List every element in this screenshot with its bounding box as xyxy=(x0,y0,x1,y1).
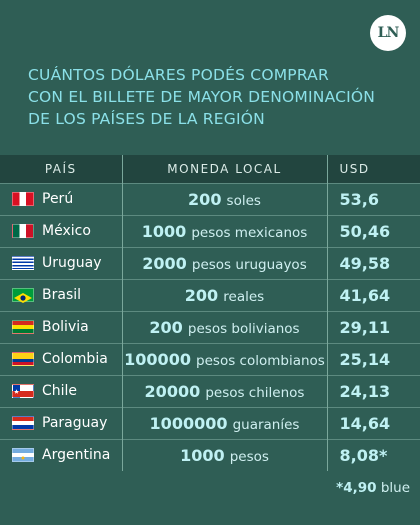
usd-cell: 49,58 xyxy=(327,246,420,279)
country-name: Chile xyxy=(42,383,78,399)
paraguay-flag-icon xyxy=(12,416,34,430)
la-nacion-logo: LN xyxy=(370,15,406,51)
footnote-label: blue xyxy=(380,480,410,496)
usd-value: 50,46 xyxy=(339,221,391,241)
country-name: Bolivia xyxy=(42,319,89,335)
banknote-amount: 100000 xyxy=(124,349,191,369)
currency-unit: pesos chilenos xyxy=(205,384,305,401)
banknote-amount: 1000 xyxy=(141,221,187,241)
table-row: Argentina 1000 pesos 8,08* xyxy=(0,438,420,471)
currency-unit: pesos bolivianos xyxy=(187,320,300,337)
usd-value: 25,14 xyxy=(339,349,391,369)
country-cell: Uruguay xyxy=(0,246,123,279)
usd-cell: 14,64 xyxy=(327,406,420,439)
table-row: Uruguay 2000 pesos uruguayos 49,58 xyxy=(0,246,420,279)
table-row: Paraguay 1000000 guaraníes 14,64 xyxy=(0,406,420,439)
title-line-1: CUÁNTOS DÓLARES PODÉS COMPRAR xyxy=(28,66,329,84)
country-name: Argentina xyxy=(42,447,111,464)
country-cell: Bolivia xyxy=(0,310,123,343)
country-name: Brasil xyxy=(42,287,82,303)
argentina-flag-icon xyxy=(12,448,34,463)
table-row: Bolivia 200 pesos bolivianos 29,11 xyxy=(0,310,420,343)
local-currency-cell: 100000 pesos colombianos xyxy=(122,342,328,375)
header-local-currency: MONEDA LOCAL xyxy=(122,155,328,183)
local-currency-cell: 1000000 guaraníes xyxy=(122,406,328,439)
banknote-amount: 200 xyxy=(184,285,219,305)
country-cell: Argentina xyxy=(0,438,123,471)
local-currency-cell: 1000 pesos mexicanos xyxy=(122,214,328,247)
usd-value: 41,64 xyxy=(339,285,391,305)
local-currency-cell: 1000 pesos xyxy=(122,438,328,471)
colombia-flag-icon xyxy=(12,352,34,366)
table-row: México 1000 pesos mexicanos 50,46 xyxy=(0,214,420,247)
bolivia-flag-icon xyxy=(12,320,34,334)
table-row: Colombia 100000 pesos colombianos 25,14 xyxy=(0,342,420,375)
brazil-flag-icon xyxy=(12,288,34,303)
title-line-2: CON EL BILLETE DE MAYOR DENOMINACIÓN xyxy=(28,88,376,106)
table-row: Chile 20000 pesos chilenos 24,13 xyxy=(0,374,420,407)
usd-value: 24,13 xyxy=(339,381,391,401)
usd-value: 49,58 xyxy=(339,253,391,273)
country-name: Colombia xyxy=(42,351,108,367)
currency-unit: soles xyxy=(226,192,261,209)
country-cell: Chile xyxy=(0,374,123,407)
page-title: CUÁNTOS DÓLARES PODÉS COMPRAR CON EL BIL… xyxy=(28,64,398,130)
usd-cell: 24,13 xyxy=(327,374,420,407)
usd-value: 14,64 xyxy=(339,413,391,433)
currency-unit: pesos xyxy=(229,448,269,465)
footnote: *4,90 blue xyxy=(336,480,410,496)
currency-unit: pesos colombianos xyxy=(196,352,325,369)
table-header-row: PAÍS MONEDA LOCAL USD xyxy=(0,155,420,183)
local-currency-cell: 200 pesos bolivianos xyxy=(122,310,328,343)
country-name: Paraguay xyxy=(42,415,108,431)
banknote-amount: 20000 xyxy=(144,381,201,401)
local-currency-cell: 200 soles xyxy=(122,182,328,215)
banknote-amount: 200 xyxy=(149,317,183,337)
uruguay-flag-icon xyxy=(12,256,34,270)
mexico-flag-icon xyxy=(12,224,34,238)
country-name: México xyxy=(42,223,91,239)
usd-cell: 29,11 xyxy=(327,310,420,343)
usd-cell: 25,14 xyxy=(327,342,420,375)
usd-value: 8,08* xyxy=(339,445,388,465)
country-name: Perú xyxy=(42,191,74,207)
country-cell: Perú xyxy=(0,182,123,215)
usd-cell: 8,08* xyxy=(327,438,420,471)
peru-flag-icon xyxy=(12,192,34,206)
country-cell: Paraguay xyxy=(0,406,123,439)
header-country: PAÍS xyxy=(0,155,123,183)
header-usd: USD xyxy=(327,155,420,183)
footnote-value: *4,90 xyxy=(336,480,377,496)
local-currency-cell: 20000 pesos chilenos xyxy=(122,374,328,407)
country-cell: Brasil xyxy=(0,278,123,311)
currency-unit: pesos uruguayos xyxy=(191,256,307,273)
usd-value: 29,11 xyxy=(339,317,391,337)
banknote-amount: 2000 xyxy=(142,253,187,273)
currency-unit: reales xyxy=(223,288,265,305)
table-row: Brasil 200 reales 41,64 xyxy=(0,278,420,311)
currency-unit: guaraníes xyxy=(232,416,300,433)
country-name: Uruguay xyxy=(42,255,102,271)
local-currency-cell: 200 reales xyxy=(122,278,328,311)
banknote-amount: 1000 xyxy=(180,445,225,465)
usd-value: 53,6 xyxy=(339,189,379,209)
usd-cell: 53,6 xyxy=(327,182,420,215)
chile-flag-icon xyxy=(12,384,34,398)
country-cell: México xyxy=(0,214,123,247)
country-cell: Colombia xyxy=(0,342,123,375)
usd-cell: 50,46 xyxy=(327,214,420,247)
currency-table: PAÍS MONEDA LOCAL USD Perú 200 soles 53,… xyxy=(0,155,420,471)
banknote-amount: 1000000 xyxy=(149,413,228,433)
local-currency-cell: 2000 pesos uruguayos xyxy=(122,246,328,279)
table-row: Perú 200 soles 53,6 xyxy=(0,182,420,215)
usd-cell: 41,64 xyxy=(327,278,420,311)
currency-unit: pesos mexicanos xyxy=(191,224,308,241)
title-line-3: DE LOS PAÍSES DE LA REGIÓN xyxy=(28,110,265,128)
banknote-amount: 200 xyxy=(188,189,222,209)
